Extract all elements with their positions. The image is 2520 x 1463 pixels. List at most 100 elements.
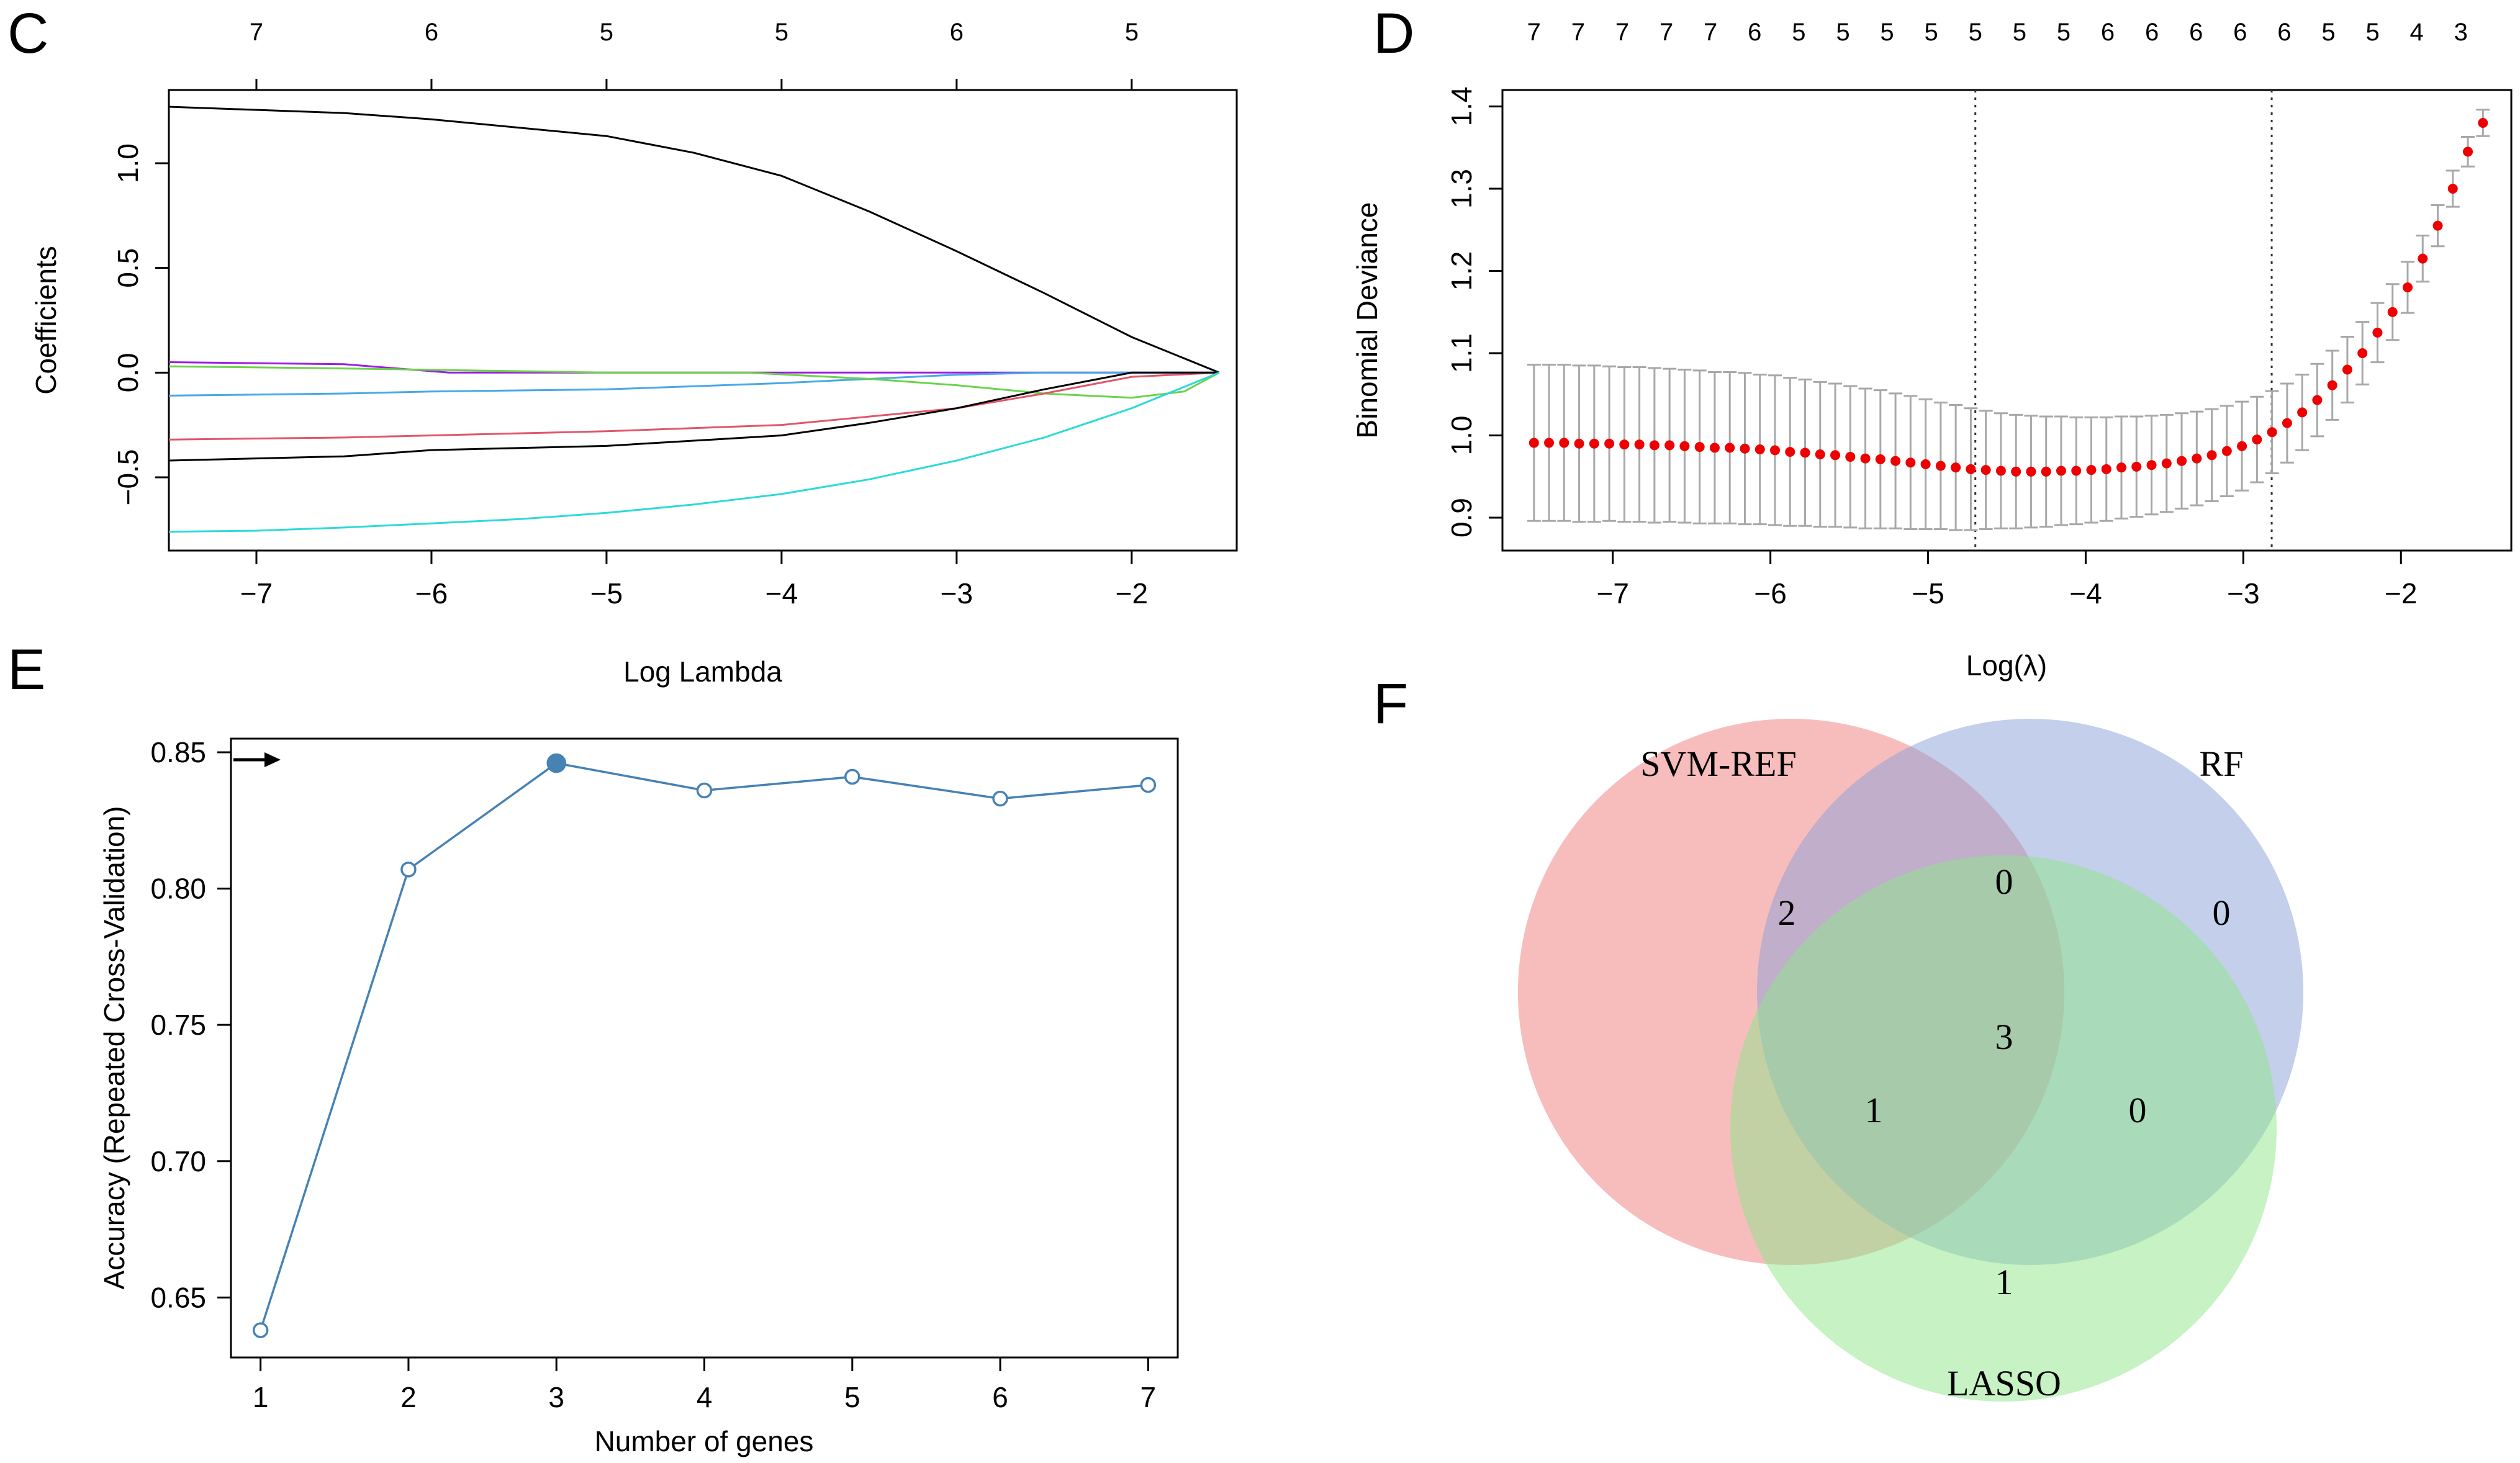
x-axis-ticks: 1 2 3 4 5 6 7 [253, 1357, 1156, 1413]
x-axis-title: Number of genes [595, 1425, 814, 1457]
venn-label-svm-ref: SVM-REF [1640, 744, 1796, 784]
top-count-label: 7 [1571, 19, 1585, 46]
deviance-point [1709, 443, 1720, 453]
plot-frame [230, 737, 1179, 1359]
deviance-point [2206, 450, 2217, 461]
y-tick-label: 0.0 [112, 353, 144, 392]
y-axis-title: Binomial Deviance [1351, 202, 1383, 439]
deviance-point [2387, 307, 2398, 317]
coefficient-path-gene7 [168, 371, 1220, 533]
deviance-point [2432, 220, 2443, 231]
top-count-label: 6 [2145, 19, 2159, 46]
y-tick-label: 0.9 [1445, 498, 1478, 538]
y-tick-label: 0.85 [150, 736, 206, 768]
x-tick-label: −7 [1597, 577, 1629, 610]
deviance-point [1890, 456, 1901, 466]
lambda-reference-lines [1974, 90, 2273, 551]
venn-count-svm-only: 2 [1778, 893, 1796, 933]
deviance-point [1800, 448, 1810, 458]
best-accuracy-point [546, 753, 566, 773]
accuracy-point [1140, 777, 1157, 793]
top-count-label: 6 [2233, 19, 2247, 46]
y-tick-label: 1.0 [1445, 416, 1478, 456]
deviance-point [2297, 407, 2308, 418]
deviance-point [1905, 457, 1916, 468]
deviance-point [1815, 449, 1825, 459]
x-tick-label: −5 [1912, 577, 1944, 610]
accuracy-point [844, 768, 860, 785]
top-count-label: 7 [1615, 19, 1629, 46]
top-axis-counts: 7 7 7 7 7 6 5 5 5 5 5 5 5 6 6 6 6 6 5 5 4 3 [1527, 19, 2468, 46]
top-axis-counts: 7 6 5 5 6 5 [250, 19, 1139, 90]
x-tick-label: 5 [844, 1381, 860, 1413]
deviance-point [2478, 118, 2488, 128]
deviance-point [1725, 443, 1735, 453]
deviance-point [2463, 146, 2473, 157]
error-bars [1527, 109, 2490, 531]
top-count-label: 6 [2189, 19, 2203, 46]
top-count-label: 7 [1704, 19, 1717, 46]
top-count-label: 7 [1527, 19, 1541, 46]
deviance-point [1860, 453, 1871, 464]
top-count-label: 5 [775, 19, 788, 46]
x-tick-label: −6 [1754, 577, 1786, 610]
deviance-point [2146, 460, 2157, 470]
deviance-point [2026, 466, 2036, 477]
x-tick-label: 3 [548, 1381, 564, 1413]
x-tick-label: −4 [2069, 577, 2102, 610]
x-tick-label: −7 [240, 577, 273, 610]
y-tick-label: 1.3 [1445, 169, 1478, 209]
deviance-point [1875, 454, 1885, 464]
venn-label-lasso: LASSO [1947, 1363, 2061, 1403]
deviance-point [2056, 466, 2066, 476]
top-count-label: 4 [2410, 19, 2424, 46]
venn-count-svm-lasso: 1 [1865, 1090, 1883, 1130]
deviance-point [2418, 253, 2428, 264]
top-count-label: 5 [2365, 19, 2379, 46]
top-count-label: 5 [1125, 19, 1139, 46]
x-tick-label: 6 [992, 1381, 1008, 1413]
panel-letter-d: D [1373, 2, 1414, 65]
plot-frame [1501, 89, 2513, 552]
deviance-point [2327, 380, 2337, 390]
accuracy-point [252, 1322, 269, 1338]
y-tick-label: 0.65 [150, 1281, 206, 1313]
x-tick-label: 4 [697, 1381, 713, 1413]
y-axis-title: Coefficients [30, 246, 62, 395]
cv-deviance-plot: −7 −6 −5 −4 −3 −2 0.9 1.0 1.1 1.2 1.3 1.4 7 7 7 7 7 6 5 5… [1351, 19, 2513, 682]
deviance-point [2071, 466, 2082, 476]
x-axis-title: Log Lambda [623, 655, 782, 688]
deviance-point [2116, 462, 2127, 473]
deviance-point [1589, 438, 1599, 449]
y-tick-label: 1.4 [1445, 87, 1478, 127]
venn-count-lasso-only: 1 [1995, 1262, 2013, 1302]
y-axis-ticks: 0.9 1.0 1.1 1.2 1.3 1.4 [1445, 87, 1502, 538]
top-count-label: 5 [2057, 19, 2071, 46]
top-count-label: 6 [2101, 19, 2115, 46]
accuracy-point [400, 862, 417, 878]
venn-circle-lasso [1730, 855, 2277, 1402]
coefficient-path-gene6 [168, 371, 1219, 462]
venn-label-rf: RF [2200, 744, 2244, 784]
deviance-point [2402, 282, 2413, 292]
deviance-point [2267, 427, 2277, 438]
top-count-label: 3 [2454, 19, 2468, 46]
x-tick-label: −3 [941, 577, 973, 610]
x-tick-label: 7 [1140, 1381, 1157, 1413]
deviance-points [1529, 118, 2488, 477]
deviance-point [1664, 440, 1675, 451]
venn-count-rf-lasso: 0 [2129, 1090, 2147, 1130]
x-tick-label: −6 [415, 577, 448, 610]
coefficient-paths [168, 106, 1220, 533]
panel-letter-e: E [7, 638, 45, 701]
deviance-point [2312, 395, 2323, 405]
y-tick-label: −0.5 [112, 449, 144, 506]
deviance-point [1559, 438, 1569, 448]
deviance-point [2011, 466, 2021, 477]
deviance-point [1755, 444, 1765, 455]
y-tick-label: 0.80 [150, 873, 206, 905]
deviance-point [1785, 447, 1795, 457]
panel-letter-c: C [7, 2, 48, 65]
x-tick-label: −5 [590, 577, 623, 610]
